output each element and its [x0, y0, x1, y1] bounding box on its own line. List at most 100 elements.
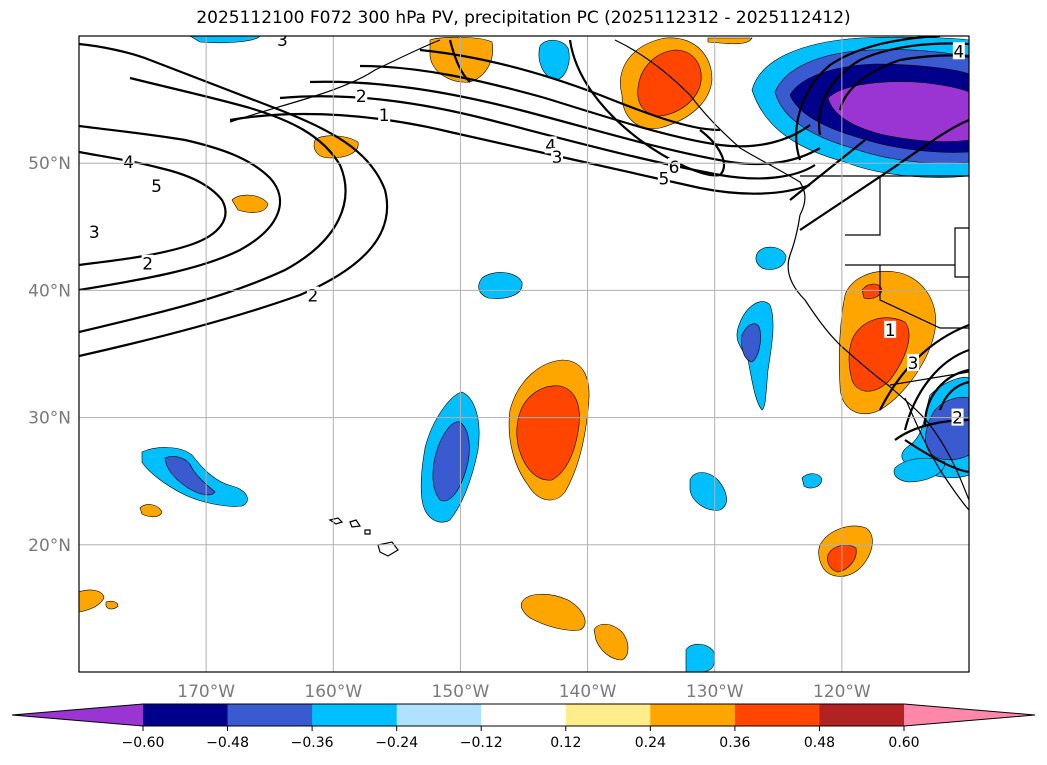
pv-contour-southeast-3: [923, 368, 969, 426]
coastline-alaska: [229, 39, 441, 123]
colorbar-tick-label: −0.48: [206, 735, 249, 751]
map-frame: [78, 35, 970, 673]
colorbar: −0.60 −0.48 −0.36 −0.24 −0.12 0.12 0.24 0.36 0.4…: [11, 703, 1036, 751]
colorbar-swatch: [819, 704, 905, 726]
precip-pos-cell-south-a: [520, 593, 586, 631]
precip-neg-cell-small-c: [478, 272, 523, 299]
colorbar-tick-label: 0.24: [635, 735, 666, 751]
contour-label: 1: [379, 106, 390, 126]
island-hawaii-a: [328, 517, 344, 525]
pv-contour-band-4: [359, 64, 811, 148]
coastline-west-coast: [787, 214, 969, 501]
precip-pos-cell-south-b: [593, 623, 629, 661]
precip-fill-layer: [79, 36, 969, 672]
colorbar-tick-label: 0.48: [804, 735, 835, 751]
colorbar-swatch: [396, 704, 482, 726]
contour-label-bg: [150, 177, 163, 195]
precip-neg-cell-southwest-tail: [893, 457, 946, 483]
contour-label-bg: [952, 42, 965, 60]
contour-label-bg: [884, 320, 897, 338]
pv-contour-northeast-5: [789, 139, 866, 201]
colorbar-tick-label: 0.60: [888, 735, 919, 751]
axis-tick-labels: 170°W 160°W 150°W 140°W 130°W 120°W 50°N 40°N 30…: [28, 154, 871, 702]
border-state-c: [879, 265, 969, 329]
island-hawaii-c: [377, 541, 399, 557]
precip-pos-cell-top-right: [707, 37, 753, 45]
contour-label: 1: [885, 321, 896, 341]
contour-label-bg: [122, 152, 135, 170]
lon-tick-label: 160°W: [304, 682, 362, 702]
contour-label: 2: [356, 87, 367, 107]
border-state-d: [954, 265, 969, 278]
precip-pos-cell-far-west-b: [105, 600, 119, 610]
border-state-b: [845, 176, 881, 236]
lat-tick-label: 50°N: [28, 154, 71, 174]
precip-pos-cell-small-b: [231, 194, 269, 213]
coastline-baja: [904, 397, 969, 511]
pv-contour-band-5: [419, 48, 721, 132]
precip-pos-cell-far-west: [79, 589, 105, 613]
colorbar-swatch: [227, 704, 313, 726]
contour-label: 3: [552, 148, 563, 168]
contour-label: 2: [142, 255, 153, 275]
pv-contour-northeast-2: [817, 42, 969, 136]
contour-label-bg: [657, 169, 670, 187]
contour-label-bg: [668, 158, 681, 176]
colorbar-extend-min: [12, 704, 143, 726]
island-hawaii-d: [364, 529, 371, 535]
pv-contour-band-6: [568, 39, 726, 177]
contour-label-bg: [88, 222, 101, 240]
contour-label-bg: [907, 353, 920, 371]
contour-label: 3: [277, 31, 288, 51]
lon-tick-label: 120°W: [813, 682, 871, 702]
colorbar-tick-label: −0.12: [460, 735, 503, 751]
border-state-a: [845, 227, 969, 266]
contour-label: 4: [953, 42, 964, 62]
lat-tick-label: 40°N: [28, 281, 71, 301]
pv-contour-4-west: [79, 124, 282, 292]
colorbar-extend-max: [904, 704, 1035, 726]
pv-contour-band-2: [279, 95, 816, 180]
pv-contour-southeast-6: [904, 439, 969, 474]
contour-label-bg: [378, 105, 391, 123]
contour-label: 4: [545, 136, 556, 156]
contour-label: 3: [908, 354, 919, 374]
colorbar-swatch: [650, 704, 736, 726]
pv-contour-band-7: [448, 39, 471, 83]
colorbar-swatch: [481, 704, 567, 726]
colorbar-swatch: [143, 704, 229, 726]
contour-label: 6: [669, 158, 680, 178]
pv-contour-southeast-4: [938, 380, 969, 411]
colorbar-tick-label: 0.12: [550, 735, 581, 751]
precip-neg-cell-coast: [755, 246, 787, 270]
lon-tick-label: 170°W: [177, 682, 235, 702]
colorbar-swatch: [565, 704, 651, 726]
precip-neg-cell-top-a: [538, 39, 570, 81]
contour-label: 2: [952, 409, 963, 429]
precip-neg-cell-south-c: [685, 643, 715, 672]
precip-neg-cell-northeast-peak: [827, 81, 969, 142]
lon-tick-label: 150°W: [432, 682, 490, 702]
colorbar-swatch: [312, 704, 398, 726]
precip-neg-cell-south-b: [801, 473, 823, 489]
lat-tick-label: 20°N: [28, 536, 71, 556]
precip-neg-cell-west-core: [164, 456, 216, 496]
chart-title: 2025112100 F072 300 hPa PV, precipitatio…: [196, 8, 851, 28]
contour-label-bg: [551, 147, 564, 165]
precip-pos-cell-small-d: [139, 504, 163, 518]
contour-label: 2: [308, 286, 319, 306]
pv-contour-3-west: [79, 76, 347, 334]
contour-label-bg: [276, 36, 289, 48]
lon-tick-label: 140°W: [559, 682, 617, 702]
precip-pos-cell-central-core: [516, 385, 580, 481]
contour-label: 5: [151, 177, 162, 197]
colorbar-tick-label: −0.24: [375, 735, 418, 751]
contour-label: 5: [658, 169, 669, 189]
pv-contour-2-west: [79, 42, 389, 358]
colorbar-tick-label: 0.36: [719, 735, 750, 751]
contour-label: 3: [89, 223, 100, 243]
colorbar-swatch: [734, 704, 820, 726]
